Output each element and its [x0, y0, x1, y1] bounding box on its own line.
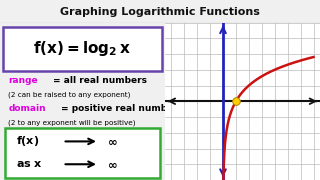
FancyBboxPatch shape: [3, 27, 162, 71]
Text: domain: domain: [8, 104, 46, 113]
Text: (2 to any exponent will be positive): (2 to any exponent will be positive): [8, 119, 136, 126]
Text: $\mathbf{\infty}$: $\mathbf{\infty}$: [107, 158, 118, 171]
Text: $\mathbf{\infty}$: $\mathbf{\infty}$: [107, 135, 118, 148]
Text: $\mathbf{as\ x}$: $\mathbf{as\ x}$: [17, 159, 43, 169]
Text: (2 can be raised to any exponent): (2 can be raised to any exponent): [8, 92, 131, 98]
Text: Graphing Logarithmic Functions: Graphing Logarithmic Functions: [60, 7, 260, 17]
Text: = all real numbers: = all real numbers: [53, 76, 147, 85]
Text: = positive real numbers: = positive real numbers: [61, 104, 183, 113]
FancyBboxPatch shape: [5, 128, 160, 178]
Text: $\mathbf{f(x) = log_2\,x}$: $\mathbf{f(x) = log_2\,x}$: [34, 39, 131, 58]
Text: $\mathbf{f(x)}$: $\mathbf{f(x)}$: [17, 134, 40, 148]
Text: range: range: [8, 76, 38, 85]
